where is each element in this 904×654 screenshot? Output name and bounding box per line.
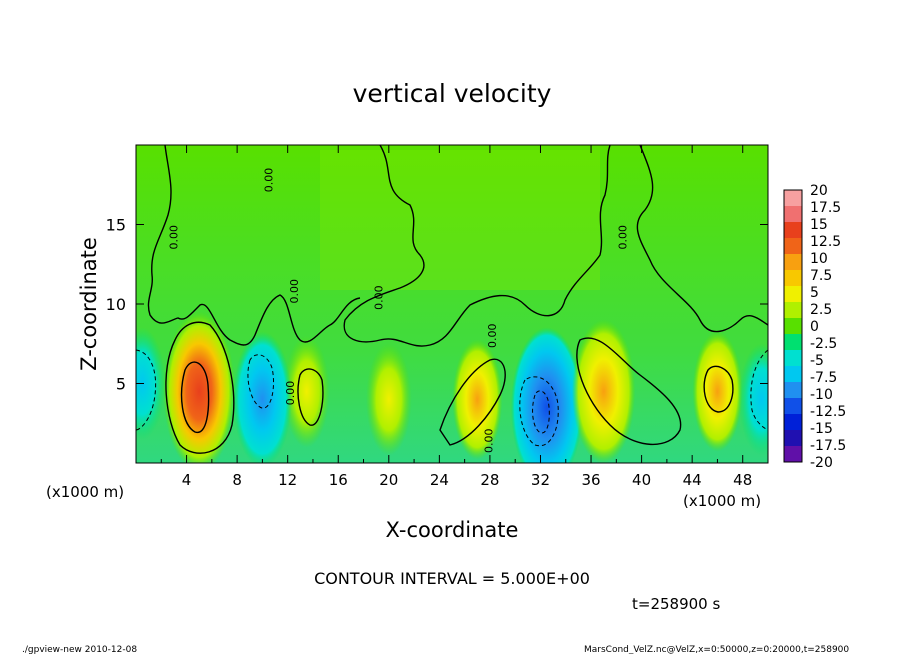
feature-downdraft-4 bbox=[510, 327, 583, 463]
y-tick-label-15: 15 bbox=[106, 216, 126, 235]
colorbar-label-6: 5 bbox=[810, 285, 819, 301]
zero-contours bbox=[147, 145, 768, 454]
colorbar-swatch-13 bbox=[784, 398, 802, 415]
contour-downdraft-48 bbox=[750, 349, 768, 431]
colorbar-swatch-7 bbox=[784, 302, 802, 319]
x-tick-label-8: 8 bbox=[232, 471, 242, 489]
contour-updraft-28 bbox=[439, 358, 506, 446]
x-tick-label-20: 20 bbox=[379, 471, 398, 489]
contour-label-3: 0.00 bbox=[372, 285, 385, 310]
y-tick-label-5: 5 bbox=[116, 375, 126, 394]
colorbar-label-5: 7.5 bbox=[810, 268, 832, 284]
colorbar-label-13: -12.5 bbox=[810, 404, 846, 420]
chart-title: vertical velocity bbox=[353, 79, 552, 108]
y-axis-ticks: 5 10 15 bbox=[106, 216, 768, 394]
y-tick-label-10: 10 bbox=[106, 295, 126, 314]
contour-updraft-36 bbox=[576, 337, 682, 446]
colorbar-label-3: 12.5 bbox=[810, 234, 841, 250]
x-tick-label-40: 40 bbox=[632, 471, 651, 489]
x-unit-right: (x1000 m) bbox=[683, 492, 761, 510]
contour-updraft-14 bbox=[297, 368, 324, 426]
feature-updraft-5 bbox=[572, 319, 636, 463]
contour-label-7: 0.00 bbox=[616, 225, 629, 250]
contour-label-6: 0.00 bbox=[486, 324, 499, 349]
colorbar-label-16: -20 bbox=[810, 455, 833, 471]
colorbar-label-12: -10 bbox=[810, 387, 833, 403]
x-axis-ticks: 4 8 12 16 20 24 28 32 36 40 44 48 bbox=[160, 145, 752, 489]
x-tick-label-48: 48 bbox=[733, 471, 752, 489]
velocity-features bbox=[136, 311, 768, 463]
time-text: t=258900 s bbox=[632, 595, 720, 613]
colorbar-swatch-2 bbox=[784, 222, 802, 239]
colorbar-swatch-10 bbox=[784, 350, 802, 367]
contour-interval-text: CONTOUR INTERVAL = 5.000E+00 bbox=[314, 569, 590, 588]
plot-area: 0.00 0.00 0.00 0.00 0.00 0.00 0.00 0.00 bbox=[136, 145, 768, 463]
contour-label-1: 0.00 bbox=[288, 279, 301, 304]
colorbar-label-8: 0 bbox=[810, 319, 819, 335]
colorbar-swatch-5 bbox=[784, 270, 802, 287]
x-tick-label-24: 24 bbox=[430, 471, 449, 489]
x-tick-label-44: 44 bbox=[683, 471, 702, 489]
contour-downdraft-32-core bbox=[532, 390, 550, 434]
colorbar-label-4: 10 bbox=[810, 251, 828, 267]
upper-uplift-band bbox=[320, 150, 600, 290]
colorbar-frame bbox=[783, 189, 803, 463]
colorbar-swatch-16 bbox=[784, 446, 802, 463]
colorbar-label-10: -5 bbox=[810, 353, 824, 369]
contour-label-2: 0.00 bbox=[263, 168, 276, 193]
x-tick-label-16: 16 bbox=[329, 471, 348, 489]
colorbar-swatch-6 bbox=[784, 286, 802, 303]
contour-updraft-4 bbox=[165, 321, 235, 454]
colorbar-label-15: -17.5 bbox=[810, 438, 846, 454]
colorbar-label-14: -15 bbox=[810, 421, 833, 437]
contour-label-5: 0.00 bbox=[482, 428, 495, 453]
feature-downdraft-3 bbox=[136, 327, 166, 440]
feature-updraft-6 bbox=[452, 339, 503, 460]
feature-updraft-7 bbox=[366, 343, 412, 456]
colorbar-label-1: 17.5 bbox=[810, 200, 841, 216]
colorbar-swatch-0 bbox=[784, 190, 802, 207]
contour-updraft-4-core bbox=[180, 361, 210, 433]
colorbar: 2017.51512.5107.552.50-2.5-5-7.5-10-12.5… bbox=[784, 183, 846, 471]
zero-contour-left bbox=[147, 145, 361, 346]
colorbar-swatch-4 bbox=[784, 254, 802, 271]
contour-label-0: 0.00 bbox=[168, 225, 181, 250]
x-tick-label-4: 4 bbox=[182, 471, 192, 489]
colorbar-swatch-12 bbox=[784, 382, 802, 399]
x-axis-label: X-coordinate bbox=[386, 518, 519, 542]
contour-downdraft-10 bbox=[247, 354, 275, 409]
zero-contour-right bbox=[636, 145, 768, 333]
colorbar-swatch-15 bbox=[784, 430, 802, 447]
colorbar-swatch-8 bbox=[784, 318, 802, 335]
colorbar-swatch-11 bbox=[784, 366, 802, 383]
colorbar-label-7: 2.5 bbox=[810, 302, 832, 318]
colorbar-swatch-1 bbox=[784, 206, 802, 223]
contour-updraft-46 bbox=[703, 365, 734, 413]
feature-downdraft-9 bbox=[738, 343, 768, 456]
feature-updraft-8 bbox=[692, 331, 743, 452]
colorbar-label-0: 20 bbox=[810, 183, 828, 199]
colorbar-swatch-9 bbox=[784, 334, 802, 351]
x-unit-left: (x1000 m) bbox=[46, 483, 124, 501]
y-axis-label: Z-coordinate bbox=[77, 237, 101, 371]
contour-downdraft-32 bbox=[519, 376, 559, 447]
x-tick-label-12: 12 bbox=[278, 471, 297, 489]
x-tick-label-36: 36 bbox=[581, 471, 600, 489]
footer-program: ./gpview-new 2010-12-08 bbox=[22, 645, 137, 654]
x-tick-label-28: 28 bbox=[480, 471, 499, 489]
x-tick-label-32: 32 bbox=[531, 471, 550, 489]
negative-contours bbox=[136, 349, 768, 447]
footer-source: MarsCond_VelZ.nc@VelZ,x=0:50000,z=0:2000… bbox=[584, 645, 849, 654]
colorbar-label-2: 15 bbox=[810, 217, 828, 233]
feature-updraft-0 bbox=[163, 311, 236, 463]
contour-label-4: 0.00 bbox=[284, 381, 297, 406]
colorbar-swatch-3 bbox=[784, 238, 802, 255]
colorbar-label-9: -2.5 bbox=[810, 336, 837, 352]
colorbar-swatch-14 bbox=[784, 414, 802, 431]
colorbar-label-11: -7.5 bbox=[810, 370, 837, 386]
zero-contour-middle bbox=[343, 145, 611, 347]
contour-labels: 0.00 0.00 0.00 0.00 0.00 0.00 0.00 0.00 bbox=[168, 168, 630, 453]
feature-downdraft-2 bbox=[233, 331, 292, 463]
